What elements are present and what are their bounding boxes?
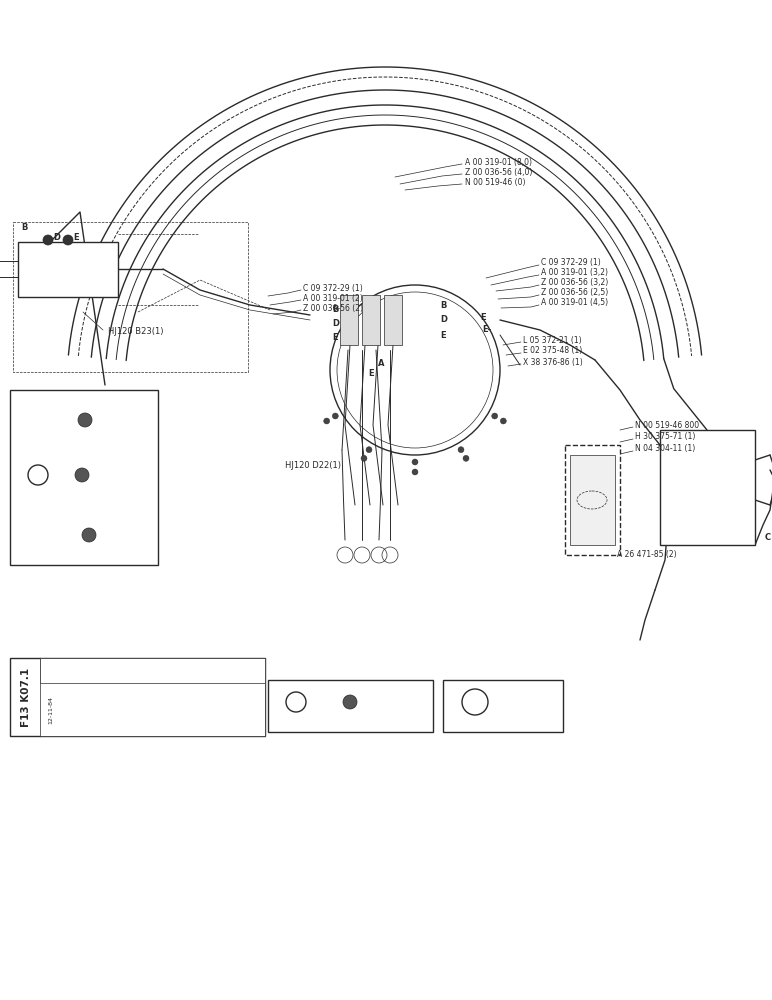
Circle shape [412,469,418,475]
Text: HJ120 B23(1): HJ120 B23(1) [108,328,164,336]
Text: N 00 519-46 (0): N 00 519-46 (0) [465,178,526,186]
Text: L 05 372-21 (1): L 05 372-21 (1) [523,336,581,344]
Text: C 09 372-29 (1): C 09 372-29 (1) [303,284,363,292]
Text: Z 00 036-56 (2,5): Z 00 036-56 (2,5) [541,288,608,298]
Text: N 04 304-11 (1): N 04 304-11 (1) [635,444,696,454]
Bar [40,658,265,683]
Text: 12-11-84: 12-11-84 [49,696,53,724]
Circle shape [75,468,89,482]
Text: CYLINDER SAFETY HYDRAULIC CIRCUIT: CYLINDER SAFETY HYDRAULIC CIRCUIT [67,717,208,723]
Circle shape [332,413,338,419]
Text: E: E [73,232,79,241]
Circle shape [361,455,367,461]
Text: A 00 319-01 (4,5): A 00 319-01 (4,5) [541,298,608,308]
Text: X 38 376-86 (3): X 38 376-86 (3) [360,707,415,713]
Text: Z 00 372-36 (1): Z 00 372-36 (1) [28,409,83,415]
Bar [40,658,265,736]
Text: K 09 304-74 (3): K 09 304-74 (3) [28,459,83,465]
Text: N 04 304-11 (3): N 04 304-11 (3) [360,685,416,691]
Text: B: B [21,224,27,232]
Text: D: D [273,714,280,722]
Circle shape [412,459,418,465]
Text: B: B [332,306,338,314]
Text: D: D [440,316,447,324]
Text: X XX  XXX-XX: X XX XXX-XX [45,666,108,676]
Text: A: A [378,359,384,367]
Text: N 00 519-46 800: N 00 519-46 800 [635,420,699,430]
Text: A 00 319-01 (3,2): A 00 319-01 (3,2) [541,268,608,277]
Bar [565,445,620,555]
Bar [384,295,402,345]
Circle shape [343,695,357,709]
Bar [18,242,118,297]
Text: F13 K07.1: F13 K07.1 [21,667,31,727]
Text: Z 00 036-56 (3,2): Z 00 036-56 (3,2) [541,278,608,288]
Text: E: E [368,368,374,377]
Bar [660,430,755,545]
Bar [340,295,358,345]
Text: CIRCUIT HYDRAULIQUE SECURITE VERIN: CIRCUIT HYDRAULIQUE SECURITE VERIN [67,697,213,703]
Text: A 26 471-85 (2): A 26 471-85 (2) [617,550,676,560]
Circle shape [463,455,469,461]
Text: E 02 375-48 (1): E 02 375-48 (1) [523,347,582,356]
Circle shape [63,235,73,245]
Bar [10,658,265,736]
Circle shape [458,447,464,453]
Text: A 12 375-61 (2): A 12 375-61 (2) [28,536,83,542]
Text: H 30 375-71 (1): H 30 375-71 (1) [635,432,696,442]
Text: K 30 375-04 (3): K 30 375-04 (3) [360,696,415,702]
Text: A 12 375-61 (3): A 12 375-61 (3) [28,481,83,487]
Bar [570,455,615,545]
Bar [10,390,158,565]
Text: A 00 319-01 (2): A 00 319-01 (2) [303,294,363,302]
Text: Z 00 372-36 (2): Z 00 372-36 (2) [28,525,83,531]
Circle shape [82,528,96,542]
Bar [362,295,380,345]
Bar [443,680,563,732]
Text: E: E [480,314,486,322]
Text: D: D [332,318,339,328]
Text: E: E [332,332,337,342]
Text: E: E [448,714,454,722]
Text: Z 00 036-56 (4,0): Z 00 036-56 (4,0) [465,167,533,176]
Text: A 00 319-01 (8,0): A 00 319-01 (8,0) [465,157,532,166]
Text: HJ120 D22(1): HJ120 D22(1) [285,460,341,470]
Circle shape [492,413,498,419]
Circle shape [43,235,53,245]
Text: G 23 375-88 (3): G 23 375-88 (3) [28,470,84,476]
Text: D: D [53,232,60,241]
Text: E: E [440,330,445,340]
Bar [268,680,433,732]
Text: A 12 375-61 (3): A 12 375-61 (3) [28,420,83,426]
Text: X 38 376-86 (1): X 38 376-86 (1) [523,358,583,366]
Text: B: B [440,300,446,310]
Circle shape [366,447,372,453]
Text: Z 00 036-56 (2): Z 00 036-56 (2) [303,304,363,312]
Circle shape [78,413,92,427]
Text: A: A [15,430,22,440]
Text: G 00 369-98 (0): G 00 369-98 (0) [493,699,549,705]
Text: B: B [15,486,22,494]
Text: C: C [15,540,21,550]
Circle shape [500,418,506,424]
Text: C: C [765,532,771,542]
Text: C 09 372-29 (1): C 09 372-29 (1) [541,258,601,267]
Circle shape [323,418,330,424]
Text: E-: E- [482,326,491,334]
